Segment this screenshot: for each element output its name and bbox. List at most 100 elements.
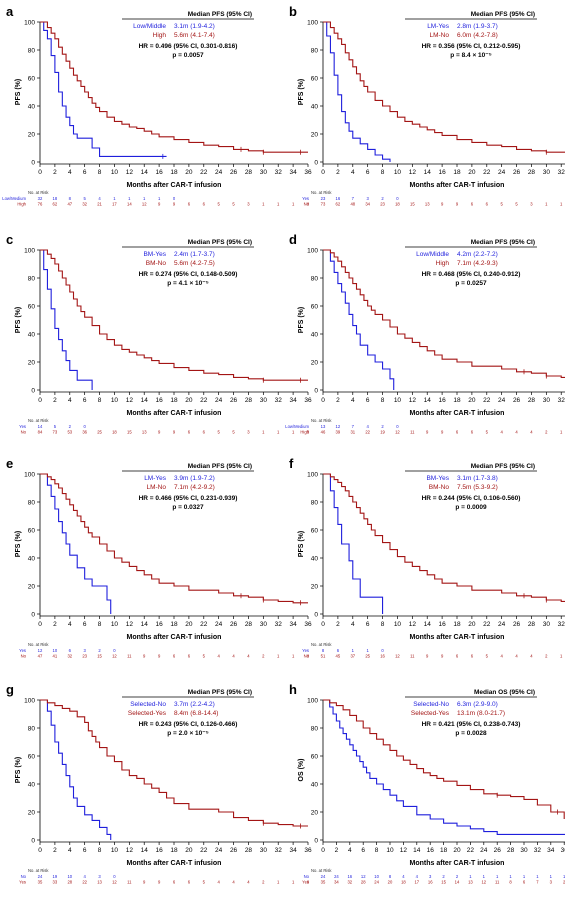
risk-count: 8 — [389, 874, 392, 879]
y-axis-label: PFS (%) — [298, 531, 305, 557]
y-tick-label: 40 — [28, 555, 36, 562]
risk-count: 2 — [98, 648, 101, 653]
y-tick-label: 60 — [28, 527, 36, 534]
x-tick-label: 12 — [126, 397, 134, 404]
risk-count: 19 — [53, 874, 58, 879]
x-tick-label: 22 — [483, 397, 491, 404]
legend-median: 2.8m (1.9-3.7) — [457, 23, 498, 30]
risk-count: 3 — [247, 202, 250, 207]
risk-count: 1 — [262, 202, 265, 207]
risk-count: 18 — [395, 202, 400, 207]
risk-row-label: Low/Medium — [285, 424, 309, 429]
x-axis-label: Months after CAR-T infusion — [127, 182, 222, 189]
risk-count: 32 — [82, 202, 87, 207]
x-tick-label: 10 — [111, 847, 119, 854]
y-tick-label: 20 — [311, 359, 319, 366]
x-tick-label: 8 — [98, 847, 102, 854]
km-curve-red — [40, 21, 308, 153]
risk-count: 11 — [410, 430, 415, 435]
y-axis-label: PFS (%) — [15, 307, 22, 333]
risk-count: 0 — [113, 874, 116, 879]
risk-count: 9 — [143, 654, 146, 659]
risk-count: 25 — [365, 654, 370, 659]
x-tick-label: 34 — [289, 169, 297, 176]
p-value: p = 0.0257 — [455, 280, 487, 287]
risk-count: 5 — [500, 202, 503, 207]
risk-count: 3 — [550, 880, 553, 885]
x-tick-label: 6 — [83, 169, 87, 176]
risk-count: 4 — [416, 874, 419, 879]
legend-median: 7.5m (5.3-9.2) — [457, 484, 498, 491]
legend-name: BM-Yes — [426, 475, 449, 482]
risk-count: 9 — [456, 202, 459, 207]
risk-count: 2 — [456, 874, 459, 879]
risk-count: 9 — [173, 202, 176, 207]
risk-count: 1 — [523, 874, 526, 879]
km-curve-blue — [323, 473, 384, 614]
risk-count: 1 — [496, 874, 499, 879]
x-tick-label: 22 — [483, 169, 491, 176]
x-tick-label: 32 — [558, 621, 565, 628]
risk-count: 2 — [381, 196, 384, 201]
x-tick-label: 22 — [200, 169, 208, 176]
hazard-ratio: HR = 0.466 (95% CI, 0.231-0.939) — [139, 495, 238, 502]
risk-count: 1 — [550, 874, 553, 879]
legend-median: 7.1m (4.2-9.2) — [174, 484, 215, 491]
p-value: p = 0.0028 — [455, 730, 487, 737]
risk-row-label: High — [17, 202, 26, 207]
x-tick-label: 28 — [528, 621, 536, 628]
y-tick-label: 100 — [307, 697, 318, 704]
x-tick-label: 20 — [468, 397, 476, 404]
risk-count: 6 — [523, 880, 526, 885]
y-tick-label: 0 — [314, 837, 318, 844]
risk-count: 1 — [262, 430, 265, 435]
risk-row-label: No — [21, 430, 27, 435]
risk-count: 9 — [158, 430, 161, 435]
x-tick-label: 4 — [348, 847, 352, 854]
risk-count: 0 — [83, 424, 86, 429]
risk-count: 34 — [334, 880, 339, 885]
x-axis-label: Months after CAR-T infusion — [127, 410, 222, 417]
risk-row-label: Yes — [19, 424, 26, 429]
panel-label: a — [6, 4, 14, 19]
risk-count: 6 — [203, 202, 206, 207]
risk-count: 23 — [321, 196, 326, 201]
legend-name: High — [436, 260, 450, 267]
x-tick-label: 14 — [141, 847, 149, 854]
x-tick-label: 36 — [561, 847, 565, 854]
x-tick-label: 4 — [68, 169, 72, 176]
y-tick-label: 20 — [311, 131, 319, 138]
km-curve-blue — [323, 21, 391, 162]
risk-count: 19 — [380, 430, 385, 435]
y-tick-label: 80 — [311, 275, 319, 282]
risk-count: 1 — [545, 202, 548, 207]
x-tick-label: 6 — [83, 397, 87, 404]
risk-count: 6 — [471, 202, 474, 207]
risk-count: 62 — [53, 202, 58, 207]
risk-count: 6 — [337, 648, 340, 653]
km-curve-red — [323, 473, 565, 602]
km-curve-blue — [323, 699, 565, 835]
risk-count: 41 — [53, 654, 58, 659]
risk-count: 4 — [366, 424, 369, 429]
x-tick-label: 24 — [215, 169, 223, 176]
y-tick-label: 20 — [28, 583, 36, 590]
x-tick-label: 32 — [275, 169, 283, 176]
y-tick-label: 20 — [28, 359, 36, 366]
x-tick-label: 12 — [126, 621, 134, 628]
legend-title: Median PFS (95% CI) — [471, 463, 535, 470]
panel-label: f — [289, 456, 294, 471]
risk-count: 16 — [380, 654, 385, 659]
risk-count: 20 — [388, 880, 393, 885]
x-tick-label: 8 — [98, 397, 102, 404]
y-tick-label: 60 — [28, 303, 36, 310]
legend-name: BM-Yes — [143, 251, 166, 258]
x-tick-label: 6 — [366, 621, 370, 628]
hazard-ratio: HR = 0.468 (95% CI, 0.240-0.912) — [422, 271, 521, 278]
x-tick-label: 6 — [83, 621, 87, 628]
y-tick-label: 0 — [31, 611, 35, 618]
x-tick-label: 28 — [528, 169, 536, 176]
x-tick-label: 2 — [336, 169, 340, 176]
